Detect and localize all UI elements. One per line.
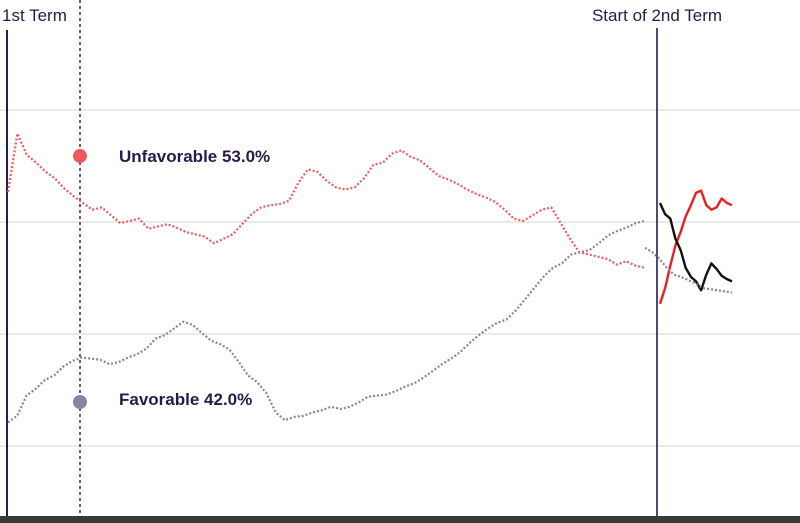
second-term-marker-label: Start of 2nd Term <box>592 6 722 25</box>
unfavorable-callout-label: Unfavorable 53.0% <box>119 147 270 166</box>
unfavorable-callout-dot <box>73 149 87 163</box>
series-line-unfavorable-second <box>658 189 733 305</box>
series-callouts: Unfavorable 53.0% Favorable 42.0% <box>73 147 270 409</box>
gridlines <box>0 109 800 447</box>
series-line-favorable-first <box>7 219 646 424</box>
series-lines <box>6 132 733 424</box>
bottom-axis-bar <box>0 516 800 523</box>
series-line-favorable-second <box>658 202 733 292</box>
term-markers: 1st Term Start of 2nd Term <box>2 0 722 516</box>
favorable-callout-label: Favorable 42.0% <box>119 390 252 409</box>
favorable-callout-dot <box>73 395 87 409</box>
series-line-unfavorable-first <box>6 132 646 269</box>
first-term-marker-label: 1st Term <box>2 6 67 25</box>
